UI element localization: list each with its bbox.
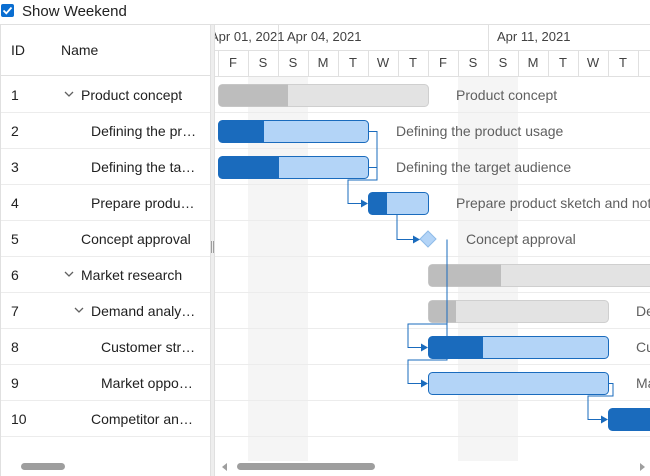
chart-scroll-thumb[interactable] — [237, 463, 375, 470]
scroll-right-arrow-icon — [638, 462, 646, 472]
row-id: 3 — [11, 159, 19, 175]
row-name: Competitor analysis — [91, 411, 197, 427]
column-header-id[interactable]: ID — [11, 42, 25, 58]
table-row[interactable]: 5 Concept approval — [1, 221, 210, 257]
chevron-down-icon[interactable] — [64, 269, 74, 279]
show-weekend-checkbox[interactable] — [1, 4, 14, 17]
day-label: W — [368, 55, 398, 70]
dependency-arrow-icon — [421, 344, 428, 352]
week-label: Apr 01, 2021 — [215, 29, 284, 44]
dependency-arrow-icon — [421, 380, 428, 388]
day-label: T — [338, 55, 368, 70]
table-row[interactable]: 10 Competitor analysis — [1, 401, 210, 437]
task-progress — [429, 337, 484, 359]
row-id: 2 — [11, 123, 19, 139]
task-bar — [429, 373, 609, 395]
row-id: 5 — [11, 231, 19, 247]
day-label: M — [518, 55, 548, 70]
day-label: T — [608, 55, 638, 70]
task-bar-label: Prepare product sketch and notes — [456, 195, 650, 211]
week-label: Apr 04, 2021 — [287, 29, 361, 44]
task-progress — [219, 157, 280, 179]
dependency-arrow-icon — [361, 200, 368, 208]
row-name: Concept approval — [81, 231, 191, 247]
chevron-down-icon[interactable] — [64, 89, 74, 99]
table-row[interactable]: 6 Market research — [1, 257, 210, 293]
row-id: 8 — [11, 339, 19, 355]
day-label: S — [278, 55, 308, 70]
task-bar-label: Market opportunity analysis — [636, 375, 650, 391]
day-label: T — [398, 55, 428, 70]
dependency-arrow-icon — [601, 416, 608, 424]
task-bar-label: Defining the target audience — [396, 159, 571, 175]
summary-progress — [429, 265, 502, 287]
splitter-grip[interactable] — [211, 241, 214, 253]
checkmark-icon — [2, 5, 13, 16]
table-row[interactable]: 3 Defining the target audience — [1, 149, 210, 185]
grid-horizontal-scrollbar[interactable] — [1, 461, 210, 473]
task-grid: ID Name 1 Product concept 2 Defining the pr… — [0, 25, 210, 476]
row-name: Prepare product sketch and notes — [91, 195, 197, 211]
week-label: Apr 11, 2021 — [497, 29, 570, 44]
task-bar-label: Defining the product usage — [396, 123, 563, 139]
table-row[interactable]: 2 Defining the product usage — [1, 113, 210, 149]
table-row[interactable]: 9 Market opportunity analysis — [1, 365, 210, 401]
day-label: F — [428, 55, 458, 70]
table-row[interactable]: 7 Demand analysis — [1, 293, 210, 329]
show-weekend-label[interactable]: Show Weekend — [22, 3, 127, 20]
row-id: 7 — [11, 303, 19, 319]
task-progress — [219, 121, 265, 143]
task-progress — [609, 409, 650, 431]
row-name: Defining the target audience — [91, 159, 197, 175]
day-label: M — [308, 55, 338, 70]
row-id: 6 — [11, 267, 19, 283]
row-name: Product concept — [81, 87, 182, 103]
chart-horizontal-scrollbar[interactable] — [215, 461, 650, 473]
dependency-arrow-icon — [413, 236, 420, 244]
milestone-diamond — [420, 231, 436, 247]
dependency-connector — [397, 214, 413, 240]
day-label: S — [488, 55, 518, 70]
row-name: Demand analysis — [91, 303, 197, 319]
column-header-name[interactable]: Name — [61, 42, 98, 58]
task-bar-label: Concept approval — [466, 231, 576, 247]
task-progress — [369, 193, 388, 215]
toolbar: Show Weekend — [0, 0, 650, 24]
grid-header: ID Name — [1, 25, 210, 76]
task-bar-label: Demand analysis — [636, 303, 650, 319]
chevron-down-icon[interactable] — [74, 305, 84, 315]
table-row[interactable]: 8 Customer strength — [1, 329, 210, 365]
row-id: 4 — [11, 195, 19, 211]
summary-progress — [219, 85, 289, 107]
grid-scroll-thumb[interactable] — [21, 463, 65, 470]
scroll-left-arrow-icon — [221, 462, 229, 472]
row-name: Market opportunity analysis — [101, 375, 197, 391]
day-label: S — [248, 55, 278, 70]
day-label: S — [458, 55, 488, 70]
table-row[interactable]: 4 Prepare product sketch and notes — [1, 185, 210, 221]
table-row[interactable]: 1 Product concept — [1, 77, 210, 113]
row-id: 9 — [11, 375, 19, 391]
gantt-chart: ID Name 1 Product concept 2 Defining the pr… — [0, 24, 650, 475]
task-bar-label: Customer strength — [636, 339, 650, 355]
dependency-connector — [408, 240, 447, 348]
day-label: F — [218, 55, 248, 70]
day-label: T — [548, 55, 578, 70]
row-name: Defining the product usage — [91, 123, 197, 139]
row-name: Market research — [81, 267, 182, 283]
row-id: 10 — [11, 411, 27, 427]
row-name: Customer strength — [101, 339, 197, 355]
summary-progress — [429, 301, 457, 323]
day-label: W — [578, 55, 608, 70]
task-bar-label: Product concept — [456, 87, 557, 103]
row-id: 1 — [11, 87, 19, 103]
chart-canvas — [215, 25, 650, 476]
